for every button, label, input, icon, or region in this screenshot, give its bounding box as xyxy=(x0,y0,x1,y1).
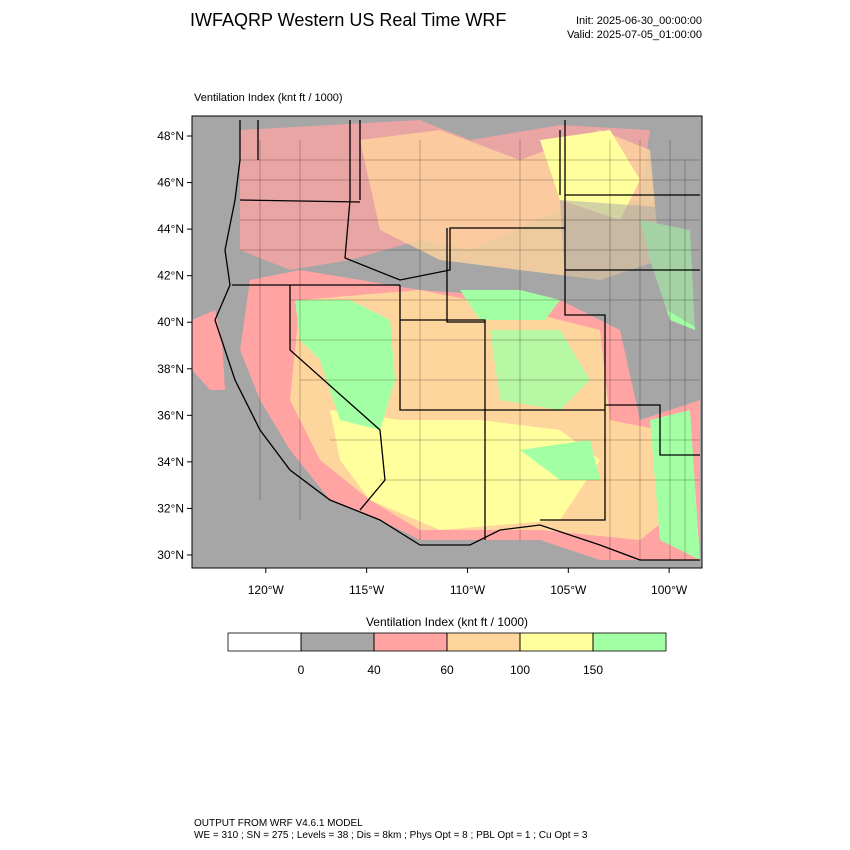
field-area xyxy=(490,330,590,410)
state-borders xyxy=(214,120,700,561)
lat-tick-label: 48°N xyxy=(157,129,184,143)
lat-tick-label: 44°N xyxy=(157,222,184,236)
colorbar-box xyxy=(519,632,594,652)
colorbar-box xyxy=(592,632,667,652)
colorbar-box xyxy=(373,632,448,652)
lat-tick-label: 42°N xyxy=(157,269,184,283)
colorbar-label: 100 xyxy=(510,663,530,677)
title: IWFAQRP Western US Real Time WRF xyxy=(190,10,506,30)
county-lines xyxy=(240,140,700,560)
colorbar-box xyxy=(227,632,302,652)
valid-time: Valid: 2025-07-05_01:00:00 xyxy=(567,29,702,41)
lat-tick-label: 30°N xyxy=(157,548,184,562)
lon-tick-label: 110°W xyxy=(450,583,486,597)
colorbar-label: 40 xyxy=(367,663,381,677)
map-frame xyxy=(191,115,703,569)
footer-line: WE = 310 ; SN = 275 ; Levels = 38 ; Dis … xyxy=(194,830,588,841)
lat-tick-label: 34°N xyxy=(157,455,184,469)
colorbar-box xyxy=(446,632,521,652)
colorbar-label: 150 xyxy=(583,663,603,677)
lon-tick-label: 115°W xyxy=(349,583,385,597)
field-area xyxy=(560,200,700,330)
lon-tick-label: 100°W xyxy=(651,583,688,597)
lat-tick-label: 46°N xyxy=(157,176,184,190)
lat-tick-label: 38°N xyxy=(157,362,184,376)
colorbar-label: 60 xyxy=(440,663,454,677)
colorbar-label: 0 xyxy=(298,663,305,677)
footer-line: OUTPUT FROM WRF V4.6.1 MODEL xyxy=(194,818,363,829)
field-area xyxy=(460,290,560,320)
colorbar-title: Ventilation Index (knt ft / 1000) xyxy=(366,615,528,629)
lat-tick-label: 40°N xyxy=(157,315,184,329)
lat-tick-label: 32°N xyxy=(157,501,184,515)
field-area xyxy=(650,410,700,560)
field-area xyxy=(520,440,600,480)
field-area xyxy=(295,300,395,430)
colorbar-box xyxy=(300,632,375,652)
colorbar: 0 40 60 100 150 xyxy=(227,632,667,677)
init-time: Init: 2025-06-30_00:00:00 xyxy=(576,15,702,27)
axis-ticks: 30°N 32°N 34°N 36°N 38°N 40°N 42°N 44°N 46°N 48°N… xyxy=(157,129,688,597)
field-label: Ventilation Index (knt ft / 1000) xyxy=(194,92,343,104)
lon-tick-label: 120°W xyxy=(248,583,285,597)
field-area xyxy=(192,310,225,390)
lat-tick-label: 36°N xyxy=(157,408,184,422)
lon-tick-label: 105°W xyxy=(550,583,587,597)
map: 30°N 32°N 34°N 36°N 38°N 40°N 42°N 44°N 46°N 48°N… xyxy=(157,115,703,597)
